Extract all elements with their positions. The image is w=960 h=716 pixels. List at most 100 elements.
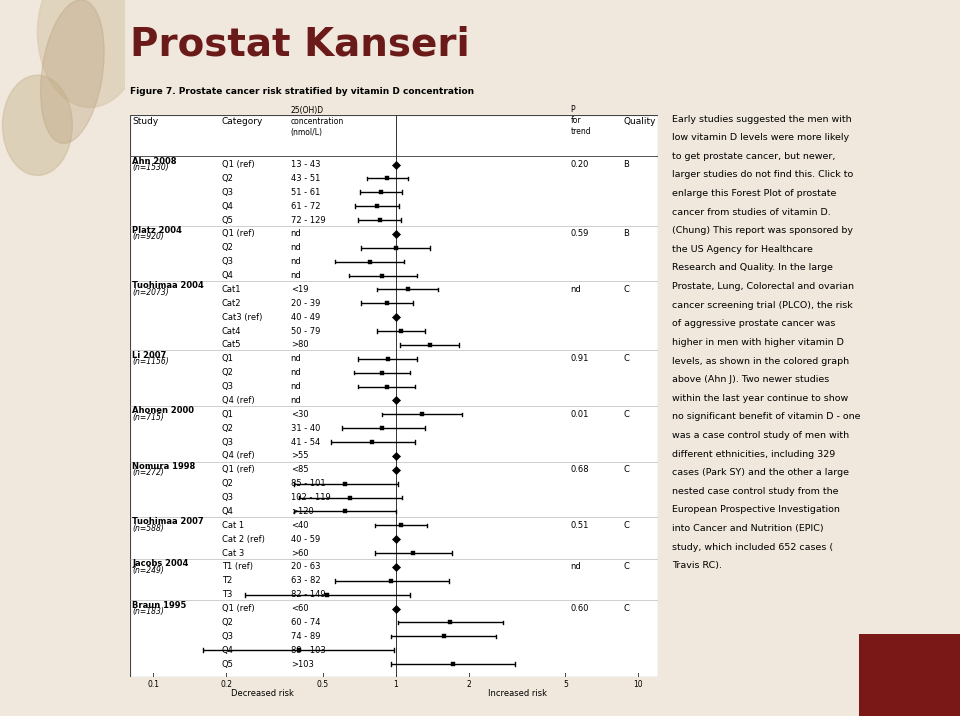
Text: 10: 10 — [634, 680, 643, 689]
FancyBboxPatch shape — [130, 115, 658, 677]
Text: Category: Category — [222, 117, 263, 126]
Text: Q4: Q4 — [222, 507, 234, 516]
Text: cancer from studies of vitamin D.: cancer from studies of vitamin D. — [672, 208, 830, 217]
Text: 85 - 101: 85 - 101 — [291, 479, 325, 488]
Text: C: C — [623, 521, 629, 530]
Text: study, which included 652 cases (: study, which included 652 cases ( — [672, 543, 833, 552]
Text: (n=715): (n=715) — [132, 413, 164, 422]
Text: nd: nd — [291, 243, 301, 252]
Text: Q2: Q2 — [222, 618, 234, 627]
Text: Q4 (ref): Q4 (ref) — [222, 452, 254, 460]
Circle shape — [37, 0, 142, 107]
Text: Cat3 (ref): Cat3 (ref) — [222, 313, 262, 321]
Text: nd: nd — [570, 563, 581, 571]
Text: P
for
trend: P for trend — [570, 105, 591, 136]
Text: Q4 (ref): Q4 (ref) — [222, 396, 254, 405]
Text: different ethnicities, including 329: different ethnicities, including 329 — [672, 450, 835, 459]
Text: Cat 3: Cat 3 — [222, 548, 244, 558]
Text: low vitamin D levels were more likely: low vitamin D levels were more likely — [672, 133, 850, 142]
Text: (n=588): (n=588) — [132, 524, 164, 533]
Text: Travis RC).: Travis RC). — [672, 561, 722, 571]
Text: C: C — [623, 410, 629, 419]
Text: Q3: Q3 — [222, 188, 234, 197]
Text: Q1: Q1 — [222, 410, 234, 419]
Text: no significant benefit of vitamin D - one: no significant benefit of vitamin D - on… — [672, 412, 860, 422]
Text: nd: nd — [291, 368, 301, 377]
Text: 0.20: 0.20 — [570, 160, 588, 169]
Circle shape — [3, 75, 72, 175]
Text: 61 - 72: 61 - 72 — [291, 202, 320, 211]
Text: 20 - 63: 20 - 63 — [291, 563, 320, 571]
Text: Braun 1995: Braun 1995 — [132, 601, 186, 609]
Text: 0.2: 0.2 — [220, 680, 232, 689]
Text: was a case control study of men with: was a case control study of men with — [672, 431, 850, 440]
Text: nd: nd — [291, 271, 301, 280]
Text: nested case control study from the: nested case control study from the — [672, 487, 838, 496]
Text: 60 - 74: 60 - 74 — [291, 618, 320, 627]
Text: of aggressive prostate cancer was: of aggressive prostate cancer was — [672, 319, 835, 329]
Text: (n=2073): (n=2073) — [132, 288, 169, 297]
Text: B: B — [623, 229, 629, 238]
Text: 0.91: 0.91 — [570, 354, 588, 363]
Text: 0.1: 0.1 — [147, 680, 159, 689]
Text: T3: T3 — [222, 590, 232, 599]
Text: C: C — [623, 354, 629, 363]
Text: Decreased risk: Decreased risk — [231, 689, 294, 698]
Text: within the last year continue to show: within the last year continue to show — [672, 394, 849, 403]
Text: Jacobs 2004: Jacobs 2004 — [132, 559, 188, 568]
Text: Platz 2004: Platz 2004 — [132, 226, 182, 235]
Text: Q3: Q3 — [222, 257, 234, 266]
Text: Nomura 1998: Nomura 1998 — [132, 462, 196, 471]
Text: Study: Study — [132, 117, 158, 126]
Text: Q5: Q5 — [222, 216, 234, 225]
Text: 0.60: 0.60 — [570, 604, 589, 613]
Text: levels, as shown in the colored graph: levels, as shown in the colored graph — [672, 357, 850, 366]
Text: 40 - 49: 40 - 49 — [291, 313, 320, 321]
Text: Q4: Q4 — [222, 646, 234, 654]
Text: higher in men with higher vitamin D: higher in men with higher vitamin D — [672, 338, 844, 347]
Text: Cat 1: Cat 1 — [222, 521, 244, 530]
Text: Tuohimaa 2004: Tuohimaa 2004 — [132, 281, 204, 291]
Text: nd: nd — [291, 257, 301, 266]
Text: T2: T2 — [222, 576, 232, 586]
Text: into Cancer and Nutrition (EPIC): into Cancer and Nutrition (EPIC) — [672, 524, 824, 533]
Text: (n=1156): (n=1156) — [132, 357, 169, 367]
Text: (n=183): (n=183) — [132, 607, 164, 616]
Text: Figure 7. Prostate cancer risk stratified by vitamin D concentration: Figure 7. Prostate cancer risk stratifie… — [130, 87, 473, 97]
Text: Q4: Q4 — [222, 202, 234, 211]
Text: 72 - 129: 72 - 129 — [291, 216, 325, 225]
Text: Q1: Q1 — [222, 354, 234, 363]
Text: Q5: Q5 — [222, 659, 234, 669]
Text: enlarge this Forest Plot of prostate: enlarge this Forest Plot of prostate — [672, 189, 836, 198]
Text: Prostate, Lung, Colorectal and ovarian: Prostate, Lung, Colorectal and ovarian — [672, 282, 854, 291]
Text: 20 - 39: 20 - 39 — [291, 299, 320, 308]
Text: Q1 (ref): Q1 (ref) — [222, 604, 254, 613]
Text: Cat 2 (ref): Cat 2 (ref) — [222, 535, 265, 543]
Text: 0.59: 0.59 — [570, 229, 588, 238]
Text: B: B — [623, 160, 629, 169]
Text: 63 - 82: 63 - 82 — [291, 576, 321, 586]
Text: Ahonen 2000: Ahonen 2000 — [132, 407, 194, 415]
Text: 1: 1 — [394, 680, 398, 689]
Text: >103: >103 — [291, 659, 314, 669]
Text: 0.68: 0.68 — [570, 465, 589, 474]
Text: Q3: Q3 — [222, 493, 234, 502]
Text: <60: <60 — [291, 604, 308, 613]
Text: 40 - 59: 40 - 59 — [291, 535, 320, 543]
Text: 13 - 43: 13 - 43 — [291, 160, 320, 169]
Text: nd: nd — [291, 229, 301, 238]
Text: Q1 (ref): Q1 (ref) — [222, 465, 254, 474]
Text: Q1 (ref): Q1 (ref) — [222, 160, 254, 169]
Ellipse shape — [40, 0, 105, 143]
Text: C: C — [623, 563, 629, 571]
Text: Q3: Q3 — [222, 632, 234, 641]
Text: Early studies suggested the men with: Early studies suggested the men with — [672, 115, 852, 124]
Text: <85: <85 — [291, 465, 308, 474]
Text: 41 - 54: 41 - 54 — [291, 437, 320, 447]
Text: Cat5: Cat5 — [222, 340, 242, 349]
Text: Cat2: Cat2 — [222, 299, 242, 308]
Text: >80: >80 — [291, 340, 308, 349]
Text: 89 - 103: 89 - 103 — [291, 646, 325, 654]
Text: Q1 (ref): Q1 (ref) — [222, 229, 254, 238]
Text: >120: >120 — [291, 507, 313, 516]
